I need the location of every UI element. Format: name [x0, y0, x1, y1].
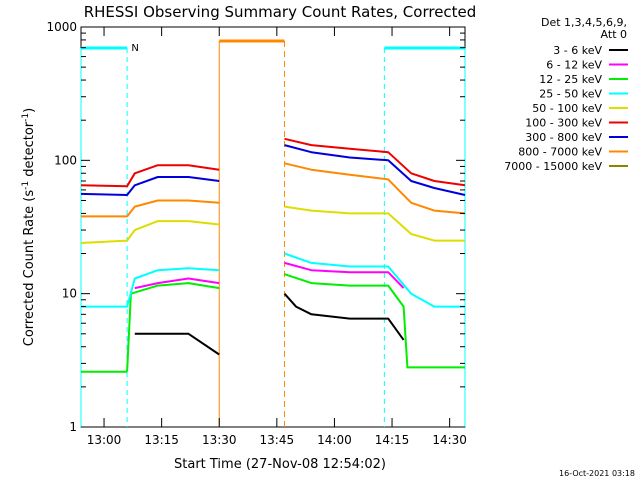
night-label: N — [131, 43, 138, 54]
x-tick-label-5: 14:15 — [375, 433, 410, 447]
series-line-1-2 — [284, 273, 465, 369]
legend-label-4: 50 - 100 keV — [532, 102, 602, 115]
series-line-5-1 — [284, 162, 466, 215]
y-label-part-2: detector — [22, 121, 37, 181]
x-tick-label-6: 14:30 — [432, 433, 467, 447]
series-line-2-0 — [134, 277, 220, 290]
x-axis-label: Start Time (27-Nov-08 12:54:02) — [174, 457, 386, 472]
footer-date: 16-Oct-2021 03:18 — [559, 469, 635, 478]
x-tick-label-3: 13:45 — [260, 433, 295, 447]
legend-header: Det 1,3,4,5,6,9, — [541, 16, 627, 29]
legend-header-2: Att 0 — [601, 28, 627, 41]
legend-label-8: 7000 - 15000 keV — [504, 160, 602, 173]
legend-label-6: 300 - 800 keV — [525, 131, 602, 144]
x-tick-label-4: 14:00 — [317, 433, 352, 447]
series-line-3-0 — [81, 267, 220, 308]
series-lines — [80, 137, 466, 373]
y-tick-label-1: 10 — [62, 287, 77, 301]
series-line-6-0 — [80, 176, 220, 196]
x-tick-label-0: 13:00 — [87, 433, 122, 447]
series-line-1-1 — [126, 282, 220, 372]
series-line-0-1 — [283, 293, 405, 341]
y-axis-label: Corrected Count Rate (s-1 detector-1) — [21, 108, 37, 346]
series-line-6-1 — [284, 144, 466, 196]
y-label-part-0: Corrected Count Rate (s — [22, 190, 37, 347]
saa-markers — [218, 39, 286, 427]
x-tick-label-2: 13:30 — [202, 433, 237, 447]
series-line-2-1 — [284, 261, 405, 289]
series-line-3-1 — [284, 252, 465, 308]
x-axis: 13:00 13:15 13:30 13:45 14:00 14:15 14:30 — [87, 27, 467, 447]
chart-title: RHESSI Observing Summary Count Rates, Co… — [84, 3, 477, 21]
legend: Det 1,3,4,5,6,9, Att 0 3 - 6 keV 6 - 12 k… — [504, 16, 628, 173]
legend-label-7: 800 - 7000 keV — [518, 146, 602, 159]
y-tick-label-3: 1000 — [46, 20, 77, 34]
night-markers: N — [80, 43, 466, 427]
y-label-part-3: -1 — [21, 113, 31, 122]
series-line-7-0 — [80, 164, 220, 188]
series-line-0-0 — [134, 332, 220, 356]
legend-label-1: 6 - 12 keV — [546, 59, 602, 72]
legend-label-0: 3 - 6 keV — [553, 44, 602, 57]
x-tick-label-1: 13:15 — [144, 433, 179, 447]
series-line-4-1 — [284, 205, 465, 242]
y-label-part-1: -1 — [21, 181, 31, 190]
y-tick-label-2: 100 — [54, 153, 77, 167]
y-label-part-4: ) — [22, 108, 37, 113]
legend-label-3: 25 - 50 keV — [539, 88, 602, 101]
y-axis: 1 10 100 1000 — [46, 20, 465, 434]
legend-label-2: 12 - 25 keV — [539, 73, 602, 86]
y-tick-label-0: 1 — [69, 420, 77, 434]
series-line-7-1 — [284, 137, 466, 187]
legend-label-5: 100 - 300 keV — [525, 117, 602, 130]
series-line-5-0 — [81, 199, 220, 218]
series-line-4-0 — [80, 220, 220, 244]
